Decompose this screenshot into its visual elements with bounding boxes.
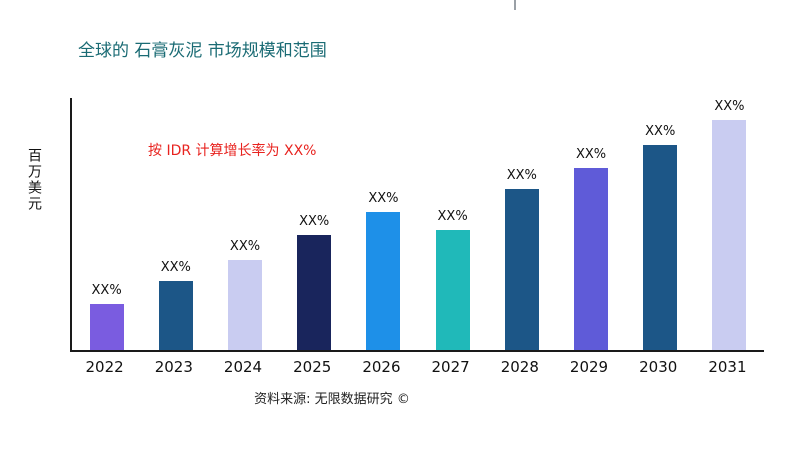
- x-tick-2029: 2029: [569, 358, 609, 376]
- bar-2031: [712, 120, 747, 350]
- bar-value-label-2030: XX%: [645, 124, 676, 139]
- growth-rate-annotation: 按 IDR 计算增长率为 XX%: [148, 143, 317, 159]
- bar-2024: [228, 260, 262, 350]
- bar-group-2024: XX%: [210, 98, 279, 350]
- x-tick-2028: 2028: [500, 358, 539, 376]
- bar-group-2027: XX%: [418, 98, 487, 350]
- bar-2026: [366, 212, 401, 350]
- bar-value-label-2026: XX%: [368, 191, 399, 206]
- bar-group-2026: XX%: [349, 98, 418, 350]
- bar-2029: [574, 168, 609, 350]
- chart-title: 全球的 石膏灰泥 市场规模和范围: [78, 41, 327, 61]
- bar-value-label-2029: XX%: [575, 147, 607, 162]
- x-tick-2026: 2026: [362, 358, 401, 376]
- bar-group-2025: XX%: [280, 98, 349, 350]
- bar-group-2023: XX%: [141, 98, 210, 350]
- x-tick-2025: 2025: [293, 358, 332, 376]
- bar-chart-plot-area: XX% XX% XX% XX% XX% XX% XX% XX% XX% XX%: [70, 98, 764, 352]
- y-axis-label: 百万美元: [26, 148, 42, 212]
- x-tick-2030: 2030: [639, 358, 678, 376]
- bar-group-2030: XX%: [626, 98, 695, 350]
- x-tick-2022: 2022: [85, 358, 124, 376]
- bar-group-2022: XX%: [72, 98, 141, 350]
- x-tick-2027: 2027: [431, 358, 470, 376]
- bar-value-label-2027: XX%: [437, 209, 468, 224]
- bar-value-label-2024: XX%: [229, 239, 261, 254]
- top-edge-mark: [514, 0, 516, 10]
- x-tick-2031: 2031: [708, 358, 747, 376]
- bar-2028: [504, 189, 539, 350]
- bar-value-label-2025: XX%: [299, 214, 330, 229]
- bar-2030: [643, 145, 678, 350]
- bar-group-2031: XX%: [695, 98, 764, 350]
- bar-value-label-2022: XX%: [91, 283, 122, 298]
- source-attribution: 资料来源: 无限数据研究 ©: [254, 392, 410, 407]
- x-axis-tick-labels: 2022 2023 2024 2025 2026 2027 2028 2029 2030 2031: [70, 358, 762, 376]
- bar-value-label-2031: XX%: [714, 99, 745, 114]
- bar-value-label-2028: XX%: [506, 168, 537, 183]
- bar-2023: [158, 281, 193, 350]
- x-tick-2023: 2023: [154, 358, 193, 376]
- x-tick-2024: 2024: [223, 358, 263, 376]
- bar-group-2028: XX%: [487, 98, 556, 350]
- bar-2022: [89, 304, 124, 350]
- bar-2027: [435, 230, 470, 350]
- bar-value-label-2023: XX%: [160, 260, 191, 275]
- bar-group-2029: XX%: [556, 98, 625, 350]
- bar-2025: [297, 235, 332, 350]
